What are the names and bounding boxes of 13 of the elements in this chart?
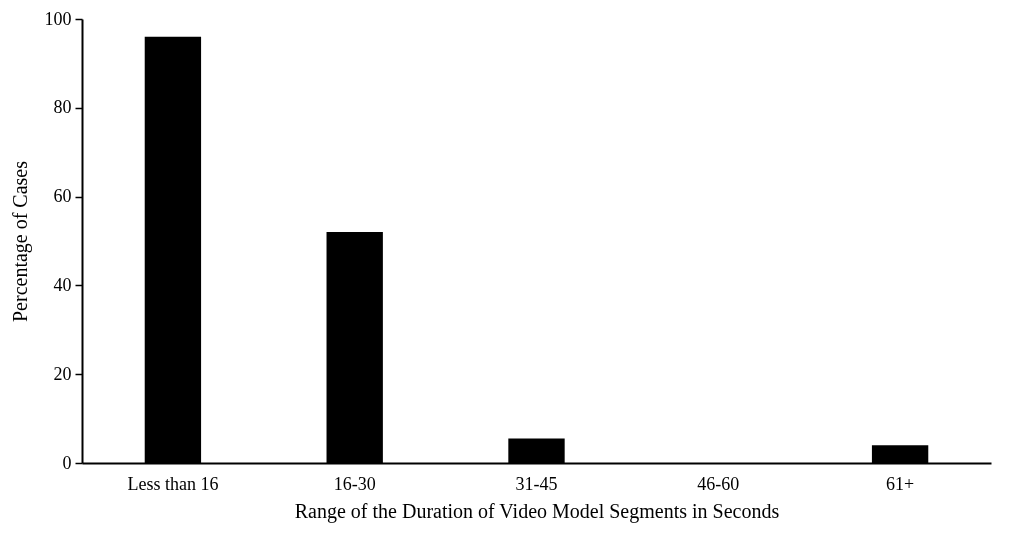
x-tick-label: 31-45 [515, 473, 558, 494]
x-tick-label: 61+ [886, 473, 915, 494]
x-tick-label: 16-30 [333, 473, 376, 494]
x-tick-label: 46-60 [697, 473, 740, 494]
y-axis-title: Percentage of Cases [8, 160, 32, 323]
y-tick-label: 20 [53, 363, 72, 384]
y-tick-label: 60 [53, 186, 72, 207]
y-tick-label: 0 [62, 452, 72, 473]
x-axis-title: Range of the Duration of Video Model Segments in Seconds [294, 499, 780, 523]
y-tick-label: 80 [53, 97, 72, 118]
y-tick-label: 100 [44, 8, 72, 29]
y-tick-label: 40 [53, 274, 72, 295]
x-tick-label: Less than 16 [127, 473, 219, 494]
